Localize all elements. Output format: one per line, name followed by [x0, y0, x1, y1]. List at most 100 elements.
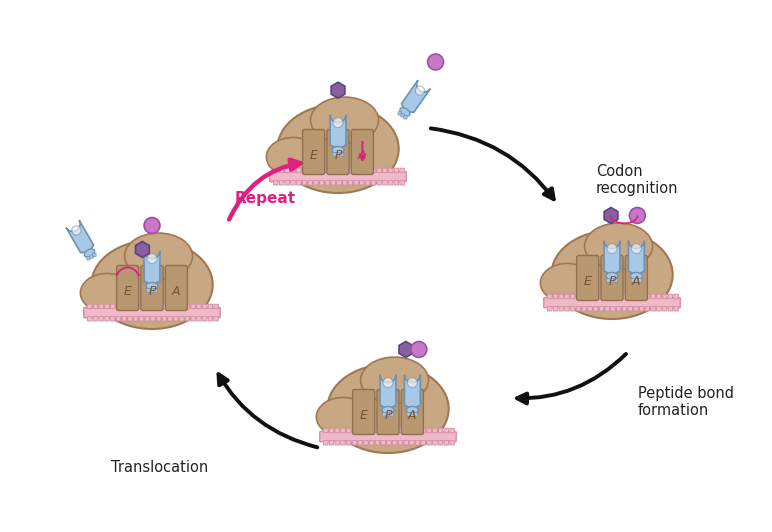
FancyBboxPatch shape [594, 294, 598, 298]
FancyBboxPatch shape [208, 304, 212, 309]
FancyBboxPatch shape [559, 306, 564, 311]
Ellipse shape [382, 406, 394, 414]
FancyBboxPatch shape [117, 317, 120, 321]
Text: Codon
recognition: Codon recognition [596, 164, 679, 196]
Text: E: E [584, 275, 591, 288]
FancyBboxPatch shape [639, 306, 644, 311]
FancyBboxPatch shape [571, 294, 575, 298]
FancyBboxPatch shape [291, 168, 295, 173]
FancyBboxPatch shape [638, 279, 642, 282]
FancyBboxPatch shape [337, 180, 341, 185]
Text: E: E [124, 285, 131, 298]
FancyBboxPatch shape [320, 168, 324, 173]
FancyBboxPatch shape [291, 180, 295, 185]
FancyBboxPatch shape [340, 440, 345, 445]
Ellipse shape [400, 107, 410, 117]
FancyBboxPatch shape [141, 265, 163, 311]
FancyBboxPatch shape [279, 168, 284, 173]
FancyBboxPatch shape [565, 294, 569, 298]
FancyBboxPatch shape [168, 317, 172, 321]
FancyBboxPatch shape [214, 304, 218, 309]
FancyBboxPatch shape [99, 304, 103, 309]
FancyBboxPatch shape [625, 255, 648, 301]
FancyBboxPatch shape [313, 168, 318, 173]
Text: E: E [360, 409, 367, 422]
FancyBboxPatch shape [331, 168, 336, 173]
FancyBboxPatch shape [347, 440, 351, 445]
Ellipse shape [406, 406, 418, 414]
FancyBboxPatch shape [93, 253, 96, 256]
FancyBboxPatch shape [325, 180, 330, 185]
FancyBboxPatch shape [214, 317, 218, 321]
FancyBboxPatch shape [330, 428, 334, 433]
FancyBboxPatch shape [279, 180, 284, 185]
FancyBboxPatch shape [657, 306, 661, 311]
FancyBboxPatch shape [347, 428, 351, 433]
FancyBboxPatch shape [145, 304, 150, 309]
Ellipse shape [361, 357, 428, 403]
FancyBboxPatch shape [407, 413, 411, 416]
Ellipse shape [551, 230, 672, 319]
FancyBboxPatch shape [354, 168, 358, 173]
FancyBboxPatch shape [587, 294, 592, 298]
FancyBboxPatch shape [645, 306, 650, 311]
FancyBboxPatch shape [165, 265, 188, 311]
Circle shape [408, 378, 418, 388]
FancyBboxPatch shape [365, 180, 370, 185]
FancyBboxPatch shape [358, 428, 363, 433]
FancyBboxPatch shape [605, 306, 609, 311]
FancyBboxPatch shape [340, 153, 344, 156]
FancyBboxPatch shape [340, 428, 345, 433]
FancyBboxPatch shape [387, 428, 391, 433]
Text: A: A [408, 409, 417, 422]
FancyBboxPatch shape [87, 317, 92, 321]
FancyBboxPatch shape [162, 317, 167, 321]
FancyBboxPatch shape [631, 279, 635, 282]
FancyBboxPatch shape [662, 306, 667, 311]
FancyBboxPatch shape [375, 440, 380, 445]
Circle shape [383, 378, 393, 388]
FancyBboxPatch shape [401, 389, 423, 435]
FancyBboxPatch shape [576, 306, 581, 311]
FancyBboxPatch shape [370, 440, 374, 445]
FancyBboxPatch shape [151, 289, 154, 292]
FancyBboxPatch shape [208, 317, 212, 321]
FancyBboxPatch shape [410, 428, 414, 433]
FancyBboxPatch shape [303, 129, 325, 174]
FancyBboxPatch shape [599, 306, 604, 311]
Polygon shape [604, 240, 620, 274]
FancyBboxPatch shape [273, 180, 278, 185]
FancyBboxPatch shape [375, 428, 380, 433]
Text: A: A [172, 285, 181, 298]
FancyBboxPatch shape [308, 168, 313, 173]
FancyBboxPatch shape [285, 180, 290, 185]
FancyBboxPatch shape [651, 294, 655, 298]
FancyBboxPatch shape [122, 304, 127, 309]
FancyBboxPatch shape [387, 440, 391, 445]
FancyBboxPatch shape [616, 294, 621, 298]
FancyBboxPatch shape [117, 265, 139, 311]
FancyBboxPatch shape [333, 153, 336, 156]
FancyBboxPatch shape [398, 440, 403, 445]
Text: P: P [334, 149, 342, 162]
FancyBboxPatch shape [404, 115, 407, 119]
FancyBboxPatch shape [127, 317, 132, 321]
FancyBboxPatch shape [202, 304, 207, 309]
FancyBboxPatch shape [559, 294, 564, 298]
Ellipse shape [146, 282, 158, 289]
FancyBboxPatch shape [634, 294, 638, 298]
FancyBboxPatch shape [185, 317, 190, 321]
FancyBboxPatch shape [179, 317, 184, 321]
FancyBboxPatch shape [571, 306, 575, 311]
Text: E: E [310, 149, 317, 162]
FancyBboxPatch shape [269, 171, 406, 182]
FancyBboxPatch shape [303, 180, 306, 185]
FancyBboxPatch shape [392, 440, 397, 445]
Text: Repeat: Repeat [235, 190, 296, 205]
FancyBboxPatch shape [323, 428, 328, 433]
Ellipse shape [317, 397, 370, 436]
FancyBboxPatch shape [388, 168, 393, 173]
FancyBboxPatch shape [377, 389, 399, 435]
FancyBboxPatch shape [601, 255, 623, 301]
FancyBboxPatch shape [110, 317, 115, 321]
